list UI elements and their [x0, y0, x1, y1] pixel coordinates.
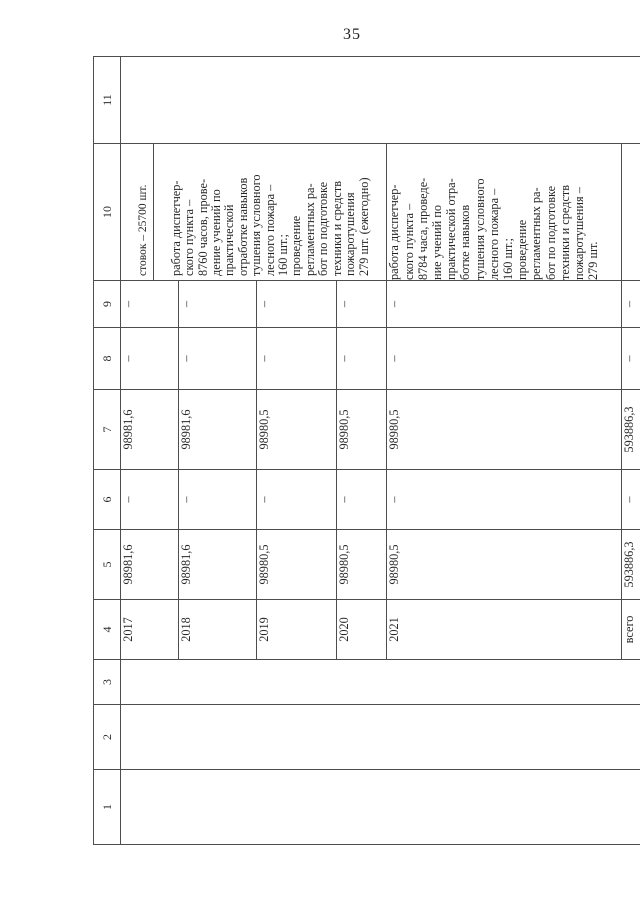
dash-cell: –	[621, 280, 640, 328]
dash-cell: –	[386, 327, 622, 390]
dash-cell: –	[178, 327, 257, 390]
dash-cell: –	[336, 280, 387, 328]
header-cell-6: 6	[93, 469, 121, 530]
value-cell: 98980,5	[386, 529, 622, 600]
dash-cell: –	[256, 280, 337, 328]
dash-cell: –	[120, 327, 179, 390]
header-cell-8: 8	[93, 327, 121, 390]
dash-cell: –	[621, 327, 640, 390]
header-cell-9: 9	[93, 280, 121, 328]
header-cell-4: 4	[93, 599, 121, 660]
dash-cell: –	[256, 469, 337, 530]
column-number-row: 1 2 3 4 5 6 7 8 9 10 11	[93, 56, 121, 845]
dash-cell: –	[256, 327, 337, 390]
dash-cell: –	[621, 469, 640, 530]
value-cell: 98981,6	[120, 529, 179, 600]
header-cell-11: 11	[93, 56, 121, 144]
value-cell: 98980,5	[336, 529, 387, 600]
dash-cell: –	[336, 469, 387, 530]
rotated-table-area: 1 2 3 4 5 6 7 8 9 10 11 2017 98981,6 – 9…	[93, 56, 640, 845]
col10-continuation-strip: стовок – 25700 шт.	[134, 144, 155, 280]
page-number: 35	[343, 26, 361, 43]
col10-2017-2020-text: работа диспетчер- ского пункта – 8760 ча…	[168, 174, 371, 277]
value-cell: 98980,5	[336, 389, 387, 470]
dash-cell: –	[178, 280, 257, 328]
header-cell-10: 10	[93, 143, 121, 281]
col10-2021-cell: работа диспетчер- ского пункта – 8784 ча…	[386, 143, 622, 281]
value-cell: 98981,6	[120, 389, 179, 470]
year-cell: 2018	[178, 599, 257, 660]
dash-cell: –	[336, 327, 387, 390]
dash-cell: –	[386, 280, 622, 328]
dash-cell: –	[120, 469, 179, 530]
value-cell: 98981,6	[178, 389, 257, 470]
total-value-cell: 593886,3	[621, 529, 640, 600]
year-cell: 2019	[256, 599, 337, 660]
year-cell: 2020	[336, 599, 387, 660]
col3-empty-cell	[120, 659, 640, 705]
dash-cell: –	[178, 469, 257, 530]
col1-empty-cell	[120, 769, 640, 845]
year-cell: 2017	[120, 599, 179, 660]
col2-empty-cell	[120, 704, 640, 770]
total-value-cell: 593886,3	[621, 389, 640, 470]
rotated-table-wrapper: 1 2 3 4 5 6 7 8 9 10 11 2017 98981,6 – 9…	[93, 56, 640, 845]
header-cell-1: 1	[93, 769, 121, 845]
header-cell-5: 5	[93, 529, 121, 600]
header-cell-3: 3	[93, 659, 121, 705]
dash-cell: –	[120, 280, 179, 328]
value-cell: 98980,5	[386, 389, 622, 470]
total-label-cell: всего	[621, 599, 640, 660]
header-cell-7: 7	[93, 389, 121, 470]
dash-cell: –	[386, 469, 622, 530]
value-cell: 98981,6	[178, 529, 257, 600]
value-cell: 98980,5	[256, 389, 337, 470]
year-cell: 2021	[386, 599, 622, 660]
col10-total-empty-cell	[621, 143, 640, 281]
header-cell-2: 2	[93, 704, 121, 770]
col10-merged-cell: стовок – 25700 шт. работа диспетчер- ско…	[120, 143, 387, 281]
col11-empty-cell	[120, 56, 640, 144]
value-cell: 98980,5	[256, 529, 337, 600]
program-table: 1 2 3 4 5 6 7 8 9 10 11 2017 98981,6 – 9…	[93, 56, 640, 845]
row-2017: 2017 98981,6 – 98981,6 – – стовок – 2570…	[120, 56, 640, 845]
